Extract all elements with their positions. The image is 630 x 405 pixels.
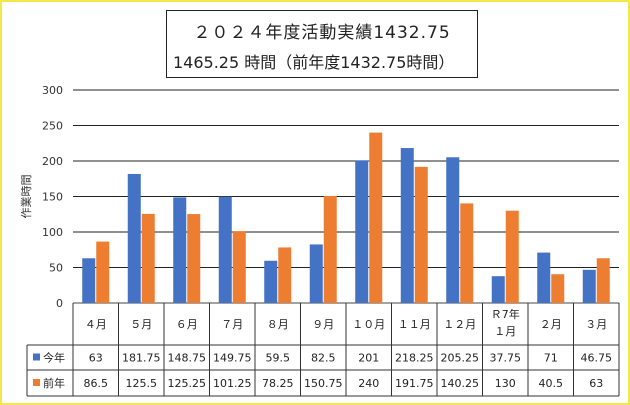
data-label: 205.25 [441, 352, 480, 365]
bar-current [127, 173, 141, 303]
legend-key-current [33, 353, 40, 361]
data-label: 78.25 [262, 377, 294, 390]
data-label: 149.75 [213, 352, 252, 365]
y-tick-label: 250 [42, 120, 63, 133]
category-label: １２月 [443, 318, 476, 331]
y-tick-label: 150 [42, 191, 63, 204]
data-label: 37.75 [490, 352, 522, 365]
category-label: １０月 [352, 318, 385, 331]
bar-current [309, 244, 323, 303]
category-label: Ｒ7年１月 [491, 307, 520, 338]
category-label: ３月 [585, 318, 607, 331]
bar-previous [96, 241, 110, 303]
data-label: 101.25 [213, 377, 252, 390]
bar-previous [551, 274, 565, 303]
chart-title-box: ２０２４年度活動実績1432.75 1465.25 時間（前年度1432.75時… [166, 10, 478, 78]
y-tick-label: 100 [42, 226, 63, 239]
legend-label: 前年 [43, 376, 65, 390]
data-label: 125.5 [126, 377, 158, 390]
bar-current [82, 258, 96, 303]
category-label: １１月 [398, 318, 431, 331]
data-label: 125.25 [168, 377, 207, 390]
bar-previous [278, 247, 292, 303]
bar-current [400, 148, 414, 303]
bar-previous [141, 213, 155, 303]
bar-current [582, 269, 596, 303]
bar-previous [187, 214, 201, 303]
data-label: 40.5 [539, 377, 564, 390]
data-label: 46.75 [581, 352, 613, 365]
category-label: ６月 [176, 318, 198, 331]
legend-label: 今年 [43, 351, 65, 365]
bar-previous [414, 166, 428, 303]
data-label: 240 [358, 377, 379, 390]
y-tick-label: 200 [42, 155, 63, 168]
bar-current [491, 276, 505, 303]
bar-previous [232, 231, 246, 303]
y-tick-label: 50 [49, 262, 63, 275]
chart-title-line2: 1465.25 時間（前年度1432.75時間） [173, 53, 455, 72]
bar-current [446, 157, 460, 303]
category-label: ９月 [312, 318, 334, 331]
data-label: 59.5 [266, 352, 291, 365]
category-label: ４月 [85, 318, 107, 331]
category-label: ２月 [540, 318, 562, 331]
bar-previous [323, 195, 337, 303]
category-label: ７月 [221, 318, 243, 331]
bar-previous [596, 258, 610, 303]
data-label: 71 [544, 352, 558, 365]
bar-previous [369, 132, 383, 303]
data-label: 181.75 [122, 352, 161, 365]
data-label: 130 [495, 377, 516, 390]
chart-title-line1: ２０２４年度活動実績1432.75 [193, 23, 451, 43]
data-label: 191.75 [395, 377, 434, 390]
data-label: 63 [589, 377, 603, 390]
data-label: 82.5 [311, 352, 336, 365]
category-label-line: Ｒ7年 [491, 307, 520, 321]
bar-current [537, 252, 551, 303]
category-label: ８月 [267, 318, 289, 331]
bar-previous [505, 210, 519, 303]
data-label: 148.75 [168, 352, 207, 365]
bar-current [355, 160, 369, 303]
data-label: 63 [89, 352, 103, 365]
category-label-line: １月 [494, 325, 516, 338]
data-label: 201 [358, 352, 379, 365]
y-tick-label: 300 [42, 84, 63, 97]
data-label: 86.5 [84, 377, 109, 390]
bar-previous [460, 203, 474, 303]
legend-key-previous [33, 379, 40, 386]
data-label: 140.25 [441, 377, 480, 390]
y-axis-label: 作業時間 [20, 175, 33, 219]
bar-current [173, 197, 187, 303]
bar-current [264, 260, 278, 303]
data-label: 218.25 [395, 352, 434, 365]
bar-current [218, 196, 232, 303]
y-tick-label: 0 [56, 297, 63, 310]
category-label: ５月 [130, 318, 152, 331]
data-label: 150.75 [304, 377, 343, 390]
